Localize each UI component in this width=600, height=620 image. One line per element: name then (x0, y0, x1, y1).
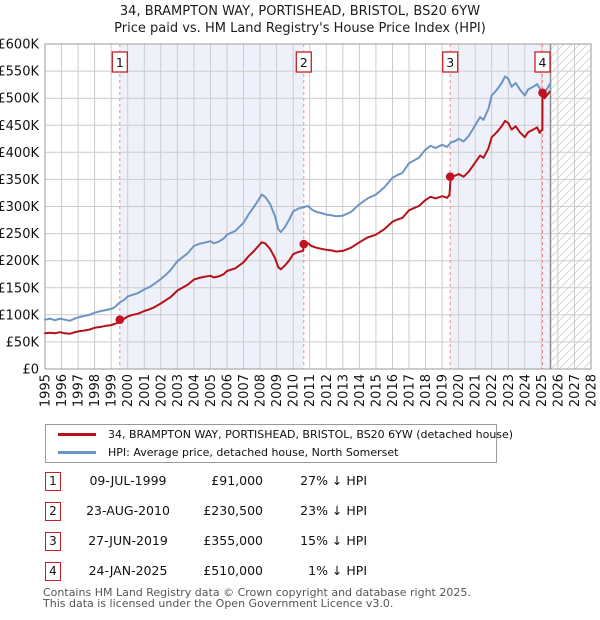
license-footer: Contains HM Land Registry data © Crown c… (43, 587, 599, 609)
y-axis-tick-label: £100K (0, 308, 39, 323)
x-axis-tick-label: 2006 (221, 374, 236, 407)
sale-point-4 (538, 88, 547, 98)
x-axis-tick-label: 2017 (403, 374, 418, 407)
sale-row-2: 2 23-AUG-2010 £230,500 23% ↓ HPI (0, 502, 600, 522)
x-axis-tick-label: 2022 (485, 374, 500, 407)
sale-number-badge: 1 (45, 472, 61, 491)
hpi-line-swatch (58, 451, 96, 454)
x-axis-tick-label: 1998 (88, 374, 103, 407)
sale-price: £510,000 (203, 563, 263, 578)
x-axis-tick-label: 2021 (469, 374, 484, 407)
sale-number-badge: 2 (45, 502, 61, 521)
sale-point-3 (445, 172, 455, 181)
x-axis-tick-label: 2023 (502, 374, 517, 407)
sale-hpi-delta: 1% ↓ HPI (308, 563, 367, 578)
sale-point-1 (115, 315, 125, 325)
x-axis-tick-label: 2002 (154, 374, 169, 407)
y-axis-tick-label: £0 (22, 363, 39, 378)
x-axis-tick-label: 2013 (336, 374, 351, 407)
sale-marker-badge-3 (442, 51, 459, 73)
x-axis-tick-label: 2011 (303, 374, 318, 407)
sale-price: £355,000 (203, 533, 263, 548)
x-axis-tick-label: 1995 (39, 374, 54, 407)
x-axis-tick-label: 2024 (518, 374, 533, 407)
sale-point-2 (299, 239, 309, 249)
y-axis-tick-label: £300K (0, 200, 39, 215)
x-axis-tick-label: 2014 (353, 374, 368, 407)
page-subtitle: Price paid vs. HM Land Registry's House … (114, 21, 486, 36)
x-axis-tick-label: 2028 (585, 374, 600, 407)
x-axis-tick-label: 2001 (138, 374, 153, 407)
x-axis-tick-label: 2003 (171, 374, 186, 407)
sale-row-4: 4 24-JAN-2025 £510,000 1% ↓ HPI (0, 562, 600, 582)
page-title: 34, BRAMPTON WAY, PORTISHEAD, BRISTOL, B… (119, 4, 481, 19)
x-axis-tick-label: 2007 (237, 374, 252, 407)
y-axis-tick-label: £50K (6, 335, 40, 350)
legend-label-price-paid: 34, BRAMPTON WAY, PORTISHEAD, BRISTOL, B… (108, 428, 514, 441)
x-axis-tick-label: 2026 (551, 374, 566, 407)
sale-row-3: 3 27-JUN-2019 £355,000 15% ↓ HPI (0, 532, 600, 552)
legend-item-price-paid: 34, BRAMPTON WAY, PORTISHEAD, BRISTOL, B… (46, 427, 513, 442)
sale-row-1: 1 09-JUL-1999 £91,000 27% ↓ HPI (0, 472, 600, 492)
y-axis-tick-label: £350K (0, 173, 39, 188)
y-axis-tick-label: £500K (0, 92, 39, 107)
sale-number-badge: 3 (45, 532, 61, 551)
x-axis-tick-label: 2020 (452, 374, 467, 407)
svg-text:2: 2 (300, 55, 308, 70)
y-axis-tick-label: £250K (0, 227, 39, 242)
sale-marker-badge-2 (295, 51, 312, 73)
sale-date: 27-JUN-2019 (88, 533, 168, 548)
svg-text:1: 1 (116, 55, 124, 70)
y-axis-tick-label: £400K (0, 146, 39, 161)
y-axis-tick-label: £150K (0, 281, 39, 296)
x-axis-tick-label: 2025 (535, 374, 550, 407)
x-axis-tick-label: 2005 (204, 374, 219, 407)
x-axis-tick-label: 1997 (72, 374, 87, 407)
x-axis-tick-label: 2018 (419, 374, 434, 407)
sale-date: 24-JAN-2025 (88, 563, 168, 578)
x-axis-tick-label: 2010 (287, 374, 302, 407)
x-axis-tick-label: 2000 (121, 374, 136, 407)
x-axis-tick-label: 2027 (568, 374, 583, 407)
x-axis-tick-label: 2019 (436, 374, 451, 407)
x-axis-tick-label: 2012 (320, 374, 335, 407)
svg-text:3: 3 (446, 55, 454, 70)
footer-line-1: Contains HM Land Registry data © Crown c… (43, 586, 471, 599)
hpi-line (44, 75, 552, 322)
sale-price: £230,500 (203, 503, 263, 518)
legend-item-hpi: HPI: Average price, detached house, Nort… (46, 445, 496, 460)
footer-line-2: This data is licensed under the Open Gov… (43, 597, 394, 610)
svg-text:4: 4 (539, 55, 547, 70)
x-axis-tick-label: 1999 (105, 374, 120, 407)
x-axis-tick-label: 2008 (254, 374, 269, 407)
x-axis-tick-label: 2016 (386, 374, 401, 407)
sale-hpi-delta: 15% ↓ HPI (300, 533, 367, 548)
sale-date: 23-AUG-2010 (86, 503, 170, 518)
sale-number-badge: 4 (45, 562, 61, 581)
y-axis-tick-label: £450K (0, 119, 39, 134)
price-paid-line-swatch (58, 433, 96, 436)
sale-marker-badge-4 (534, 51, 551, 73)
x-axis-tick-label: 2009 (270, 374, 285, 407)
sale-date: 09-JUL-1999 (89, 473, 167, 488)
price-history-chart: 1 2 3 4 £0 £50K £100K £150K £200K £250K £300K £350K… (0, 38, 600, 408)
x-axis-tick-label: 2015 (369, 374, 384, 407)
sale-price: £91,000 (211, 473, 263, 488)
legend-label-hpi: HPI: Average price, detached house, Nort… (108, 446, 399, 459)
y-axis-tick-label: £600K (0, 38, 39, 53)
sale-hpi-delta: 27% ↓ HPI (300, 473, 367, 488)
x-axis-tick-label: 1996 (55, 374, 70, 407)
y-axis-tick-label: £550K (0, 65, 39, 80)
y-axis-tick-label: £200K (0, 254, 39, 269)
chart-legend: 34, BRAMPTON WAY, PORTISHEAD, BRISTOL, B… (45, 424, 513, 463)
sale-hpi-delta: 23% ↓ HPI (300, 503, 367, 518)
sale-marker-badge-1 (111, 51, 128, 73)
x-axis-tick-label: 2004 (187, 374, 202, 407)
